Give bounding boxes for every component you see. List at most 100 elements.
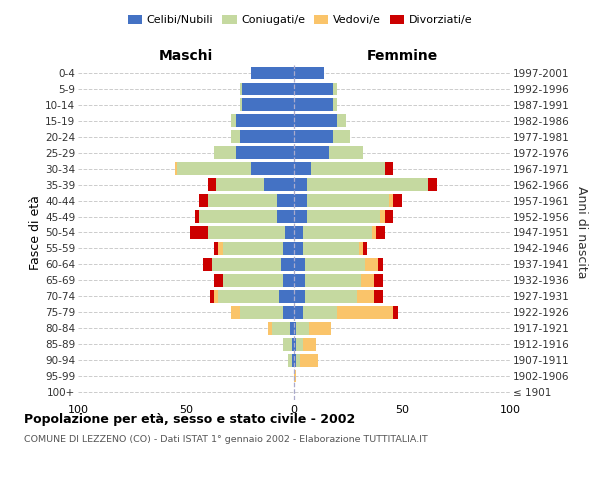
Bar: [281, 258, 294, 271]
Bar: [294, 162, 311, 175]
Bar: [214, 290, 218, 302]
Bar: [428, 178, 437, 191]
Bar: [175, 162, 178, 175]
Bar: [394, 194, 402, 207]
Bar: [214, 274, 223, 286]
Bar: [240, 82, 242, 96]
Bar: [294, 322, 296, 334]
Bar: [333, 130, 350, 143]
Y-axis label: Anni di nascita: Anni di nascita: [575, 186, 588, 279]
Bar: [251, 66, 294, 80]
Bar: [294, 114, 337, 127]
Text: Femmine: Femmine: [367, 50, 437, 64]
Bar: [283, 242, 294, 255]
Bar: [385, 210, 394, 223]
Bar: [394, 306, 398, 318]
Bar: [374, 274, 383, 286]
Bar: [294, 338, 296, 350]
Bar: [380, 210, 385, 223]
Bar: [302, 226, 372, 239]
Bar: [307, 194, 389, 207]
Bar: [378, 258, 383, 271]
Bar: [294, 66, 324, 80]
Bar: [333, 98, 337, 112]
Bar: [279, 290, 294, 302]
Bar: [199, 210, 277, 223]
Bar: [294, 306, 302, 318]
Bar: [242, 98, 294, 112]
Bar: [294, 130, 333, 143]
Bar: [333, 82, 337, 96]
Bar: [372, 226, 376, 239]
Bar: [305, 290, 356, 302]
Bar: [194, 210, 199, 223]
Bar: [305, 258, 365, 271]
Bar: [223, 242, 283, 255]
Bar: [272, 322, 290, 334]
Bar: [178, 162, 251, 175]
Bar: [214, 146, 236, 159]
Bar: [210, 290, 214, 302]
Bar: [214, 242, 218, 255]
Bar: [309, 322, 331, 334]
Bar: [305, 274, 361, 286]
Bar: [199, 194, 208, 207]
Bar: [361, 274, 374, 286]
Bar: [268, 322, 272, 334]
Bar: [302, 242, 359, 255]
Y-axis label: Fasce di età: Fasce di età: [29, 195, 42, 270]
Bar: [294, 146, 329, 159]
Bar: [329, 146, 363, 159]
Text: Maschi: Maschi: [159, 50, 213, 64]
Bar: [296, 354, 301, 366]
Bar: [203, 258, 212, 271]
Bar: [277, 194, 294, 207]
Bar: [363, 242, 367, 255]
Bar: [294, 194, 307, 207]
Bar: [376, 226, 385, 239]
Bar: [208, 178, 216, 191]
Bar: [301, 354, 318, 366]
Bar: [251, 162, 294, 175]
Bar: [296, 338, 302, 350]
Bar: [389, 194, 394, 207]
Bar: [240, 306, 283, 318]
Bar: [287, 354, 292, 366]
Bar: [290, 322, 294, 334]
Bar: [218, 242, 223, 255]
Bar: [385, 162, 394, 175]
Bar: [190, 226, 208, 239]
Bar: [356, 290, 374, 302]
Bar: [242, 82, 294, 96]
Legend: Celibi/Nubili, Coniugati/e, Vedovi/e, Divorziati/e: Celibi/Nubili, Coniugati/e, Vedovi/e, Di…: [124, 10, 476, 30]
Bar: [286, 226, 294, 239]
Bar: [240, 130, 294, 143]
Bar: [294, 258, 305, 271]
Bar: [294, 274, 305, 286]
Bar: [240, 98, 242, 112]
Bar: [311, 162, 385, 175]
Text: COMUNE DI LEZZENO (CO) - Dati ISTAT 1° gennaio 2002 - Elaborazione TUTTITALIA.IT: COMUNE DI LEZZENO (CO) - Dati ISTAT 1° g…: [24, 435, 428, 444]
Bar: [337, 114, 346, 127]
Bar: [296, 322, 309, 334]
Bar: [208, 194, 277, 207]
Bar: [236, 146, 294, 159]
Bar: [212, 258, 281, 271]
Bar: [218, 290, 279, 302]
Bar: [294, 82, 333, 96]
Bar: [294, 210, 307, 223]
Bar: [216, 178, 264, 191]
Bar: [223, 274, 283, 286]
Bar: [292, 354, 294, 366]
Bar: [302, 338, 316, 350]
Bar: [294, 242, 302, 255]
Bar: [294, 354, 296, 366]
Bar: [236, 114, 294, 127]
Bar: [365, 258, 378, 271]
Bar: [292, 338, 294, 350]
Bar: [307, 210, 380, 223]
Bar: [359, 242, 363, 255]
Text: Popolazione per età, sesso e stato civile - 2002: Popolazione per età, sesso e stato civil…: [24, 412, 355, 426]
Bar: [337, 306, 394, 318]
Bar: [283, 274, 294, 286]
